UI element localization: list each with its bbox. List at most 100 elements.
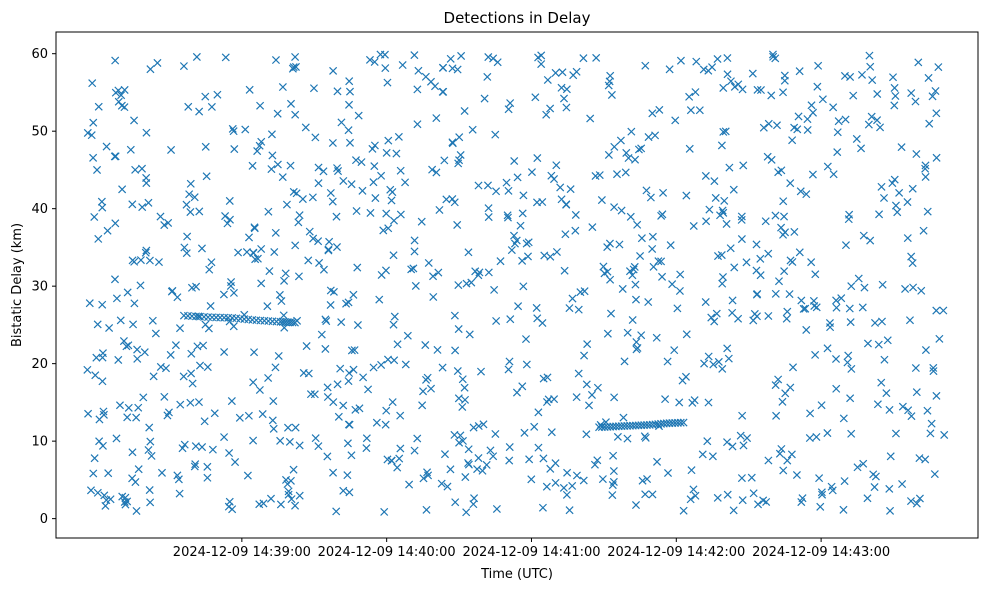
detection-marker bbox=[753, 85, 762, 94]
detection-marker bbox=[243, 471, 252, 480]
detection-marker bbox=[749, 489, 758, 498]
detection-marker bbox=[450, 311, 459, 320]
detection-marker bbox=[362, 444, 371, 453]
detection-marker bbox=[328, 197, 337, 206]
detection-marker bbox=[788, 363, 798, 372]
detection-marker bbox=[613, 432, 622, 441]
detection-marker bbox=[799, 304, 808, 313]
detection-marker bbox=[797, 296, 806, 305]
detection-marker bbox=[377, 171, 386, 180]
detection-marker bbox=[780, 212, 789, 221]
detection-marker bbox=[743, 434, 752, 443]
detection-marker bbox=[469, 500, 478, 509]
detection-marker bbox=[506, 99, 515, 108]
detection-marker bbox=[454, 281, 463, 290]
detection-marker bbox=[251, 255, 260, 264]
detection-marker bbox=[777, 444, 786, 453]
detection-marker bbox=[880, 355, 889, 364]
detection-marker bbox=[603, 243, 612, 252]
detection-marker bbox=[368, 144, 377, 153]
detection-marker bbox=[221, 53, 230, 62]
detection-marker bbox=[355, 404, 364, 413]
detection-marker bbox=[749, 316, 758, 325]
detection-marker bbox=[648, 232, 657, 241]
detection-marker bbox=[323, 383, 332, 392]
detection-marker bbox=[308, 193, 317, 202]
detection-marker bbox=[790, 227, 799, 236]
detection-marker bbox=[844, 351, 853, 360]
detection-marker bbox=[829, 170, 838, 179]
detection-marker bbox=[467, 278, 476, 287]
detection-marker bbox=[604, 81, 613, 90]
detection-marker bbox=[122, 342, 131, 351]
detection-marker bbox=[440, 156, 449, 165]
detection-marker bbox=[138, 203, 147, 212]
detection-marker bbox=[628, 315, 637, 325]
detection-marker bbox=[686, 106, 695, 115]
detection-marker bbox=[588, 223, 597, 232]
detection-marker bbox=[201, 92, 210, 101]
detection-marker bbox=[140, 348, 149, 357]
detection-marker bbox=[909, 283, 918, 292]
detection-marker bbox=[507, 246, 516, 255]
detection-marker bbox=[131, 478, 140, 487]
detection-marker bbox=[345, 488, 354, 497]
detection-marker bbox=[291, 501, 300, 510]
detection-marker bbox=[178, 444, 187, 453]
detection-marker bbox=[429, 292, 438, 302]
detection-marker bbox=[623, 328, 632, 337]
detection-marker bbox=[220, 433, 229, 442]
detection-marker bbox=[302, 342, 311, 351]
detection-marker bbox=[785, 290, 794, 299]
detection-marker bbox=[382, 148, 391, 157]
detection-marker bbox=[671, 116, 680, 125]
detection-marker bbox=[865, 51, 874, 60]
detection-marker bbox=[888, 73, 898, 82]
detection-marker bbox=[350, 346, 359, 355]
detection-marker bbox=[333, 164, 342, 173]
detection-marker bbox=[737, 235, 746, 244]
detection-marker bbox=[873, 89, 882, 99]
detection-marker bbox=[473, 465, 482, 474]
detection-marker bbox=[562, 200, 571, 209]
detection-marker bbox=[704, 352, 713, 361]
detection-marker bbox=[537, 60, 546, 69]
detection-marker bbox=[468, 125, 477, 134]
detection-marker bbox=[86, 486, 96, 495]
detection-marker bbox=[648, 109, 657, 118]
y-tick-label: 0 bbox=[40, 512, 48, 527]
detection-marker bbox=[846, 318, 855, 327]
detection-marker bbox=[610, 203, 619, 212]
detection-marker bbox=[480, 94, 489, 103]
track-marker bbox=[679, 418, 688, 427]
detection-marker bbox=[504, 105, 513, 114]
detection-marker bbox=[434, 268, 443, 277]
x-axis-ticks: 2024-12-09 14:39:00 2024-12-09 14:40:00 20… bbox=[173, 538, 890, 560]
detection-marker bbox=[568, 294, 577, 303]
detection-marker bbox=[617, 206, 626, 215]
detection-marker bbox=[219, 290, 228, 299]
detection-marker bbox=[587, 390, 596, 399]
detection-marker bbox=[646, 193, 655, 202]
detection-marker bbox=[867, 112, 876, 121]
detection-marker bbox=[190, 193, 199, 202]
x-tick-label: 2024-12-09 14:39:00 bbox=[173, 545, 311, 560]
detection-marker bbox=[599, 262, 608, 271]
detection-marker bbox=[779, 88, 788, 97]
detection-marker bbox=[284, 490, 293, 499]
detection-marker bbox=[692, 57, 701, 66]
detection-marker bbox=[843, 358, 852, 367]
detection-marker bbox=[891, 201, 900, 210]
detection-marker bbox=[352, 207, 361, 216]
detection-marker bbox=[118, 185, 127, 194]
detection-marker bbox=[610, 393, 619, 402]
detection-marker bbox=[141, 248, 150, 257]
detection-marker bbox=[518, 209, 527, 218]
detection-marker bbox=[439, 87, 448, 96]
detection-marker bbox=[123, 288, 132, 297]
detection-marker bbox=[798, 494, 807, 503]
detection-marker bbox=[849, 91, 858, 100]
detection-marker bbox=[698, 450, 707, 459]
detection-marker bbox=[771, 289, 780, 298]
detection-marker bbox=[458, 375, 467, 384]
